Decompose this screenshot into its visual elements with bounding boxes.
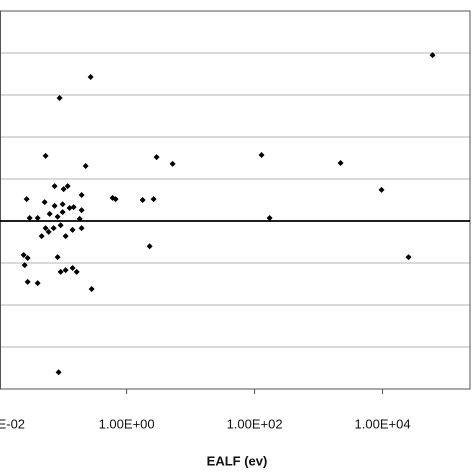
point [60, 186, 67, 193]
point [70, 204, 77, 211]
point [42, 152, 49, 159]
point [21, 262, 28, 269]
point [112, 196, 119, 203]
point [23, 196, 30, 203]
point [57, 268, 64, 275]
x-tick-label: 1.00E-02 [0, 416, 25, 431]
point [69, 265, 76, 272]
point [56, 94, 63, 101]
point [59, 209, 66, 216]
point [69, 226, 76, 233]
x-tick-label: 1.00E+00 [99, 416, 155, 431]
point [169, 160, 176, 167]
point [378, 186, 385, 193]
point [41, 199, 48, 206]
point [258, 152, 265, 159]
point [24, 254, 31, 261]
point [88, 286, 95, 293]
point [73, 268, 80, 275]
point [26, 215, 33, 222]
point [76, 215, 83, 222]
point [62, 267, 69, 274]
point [59, 201, 66, 208]
point [78, 191, 85, 198]
point [38, 233, 45, 240]
point [42, 225, 49, 232]
point [34, 215, 41, 222]
point [20, 252, 27, 259]
point [34, 280, 41, 287]
point [66, 204, 73, 211]
point [51, 183, 58, 190]
point [146, 243, 153, 250]
point [266, 215, 273, 222]
point [82, 162, 89, 169]
point [405, 254, 412, 261]
point [46, 210, 53, 217]
point [153, 154, 160, 161]
point [54, 213, 61, 220]
point [87, 73, 94, 80]
point [139, 197, 146, 203]
point [45, 228, 52, 235]
point [50, 225, 57, 232]
point [337, 160, 344, 167]
point [24, 278, 31, 285]
point [78, 207, 85, 214]
point [150, 196, 157, 203]
point [51, 202, 58, 209]
x-axis-label: EALF (ev) [207, 453, 268, 468]
point [62, 233, 69, 240]
plot-border [0, 10, 471, 390]
point [57, 222, 64, 229]
x-tick-label: 1.00E+04 [355, 416, 411, 431]
point [429, 52, 436, 59]
x-tick-label: 1.00E+02 [227, 416, 283, 431]
point [64, 183, 71, 190]
point [78, 225, 85, 232]
point [55, 369, 62, 376]
point [54, 254, 61, 261]
